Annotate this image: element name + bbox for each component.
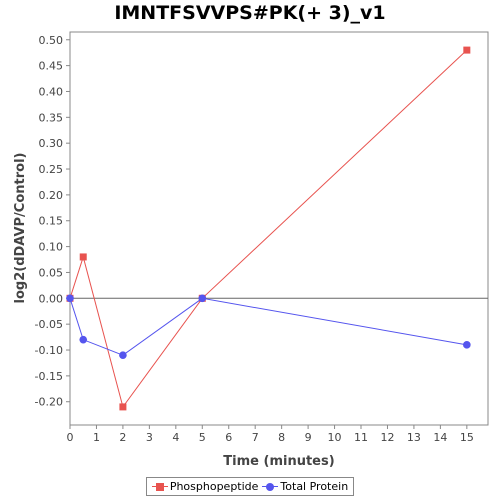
x-axis-title: Time (minutes)	[223, 454, 334, 469]
x-tick-label: 11	[354, 431, 368, 444]
plot-area	[69, 31, 489, 426]
x-tick-label: 1	[93, 431, 100, 444]
x-tick-label: 4	[172, 431, 179, 444]
data-point-square	[79, 253, 87, 261]
y-tick-label: 0.00	[39, 292, 64, 305]
y-tick-label: 0.25	[39, 163, 64, 176]
legend-label: Phosphopeptide	[169, 480, 259, 493]
y-tick-label: 0.40	[39, 85, 64, 98]
x-tick-label: 10	[328, 431, 342, 444]
y-tick-label: -0.05	[35, 318, 63, 331]
legend-square-marker	[155, 482, 164, 491]
y-tick-label: 0.10	[39, 241, 64, 254]
y-tick-label: 0.30	[39, 137, 64, 150]
x-tick-label: 0	[67, 431, 74, 444]
chart-title: IMNTFSVVPS#PK(+ 3)_v1	[114, 2, 386, 24]
x-tick-label: 6	[225, 431, 232, 444]
y-tick-label: 0.15	[39, 215, 64, 228]
data-point-square	[119, 403, 127, 411]
legend-label: Total Protein	[280, 480, 349, 493]
data-point-circle	[66, 294, 74, 303]
y-tick-label: 0.45	[39, 60, 64, 73]
y-tick-label: -0.20	[35, 396, 63, 409]
x-tick-label: 2	[119, 431, 126, 444]
x-tick-label: 13	[407, 431, 421, 444]
legend: Phosphopeptide Total Protein	[146, 477, 354, 496]
legend-swatch	[262, 482, 279, 492]
x-tick-label: 15	[460, 431, 474, 444]
x-tick-label: 7	[252, 431, 259, 444]
data-point-circle	[119, 351, 127, 359]
data-point-circle	[463, 341, 471, 349]
data-point-circle	[198, 294, 207, 303]
data-point-square	[463, 46, 471, 54]
legend-circle-marker	[266, 482, 275, 491]
y-axis-title: log2(dDAVP/Control)	[13, 153, 28, 304]
y-tick-label: -0.10	[35, 344, 63, 357]
data-point-circle	[79, 335, 88, 344]
x-tick-label: 12	[380, 431, 394, 444]
x-tick-label: 14	[433, 431, 447, 444]
y-tick-label: 0.20	[39, 189, 64, 202]
y-tick-label: 0.50	[39, 34, 64, 47]
y-tick-label: 0.35	[39, 111, 64, 124]
legend-item: Total Protein	[262, 480, 348, 493]
x-tick-label: 5	[199, 431, 206, 444]
x-tick-label: 8	[278, 431, 285, 444]
x-tick-label: 3	[146, 431, 153, 444]
legend-swatch	[151, 482, 168, 492]
y-tick-label: -0.15	[35, 370, 63, 383]
legend-item: Phosphopeptide	[151, 480, 259, 493]
x-tick-label: 9	[305, 431, 312, 444]
y-tick-label: 0.05	[39, 266, 64, 279]
